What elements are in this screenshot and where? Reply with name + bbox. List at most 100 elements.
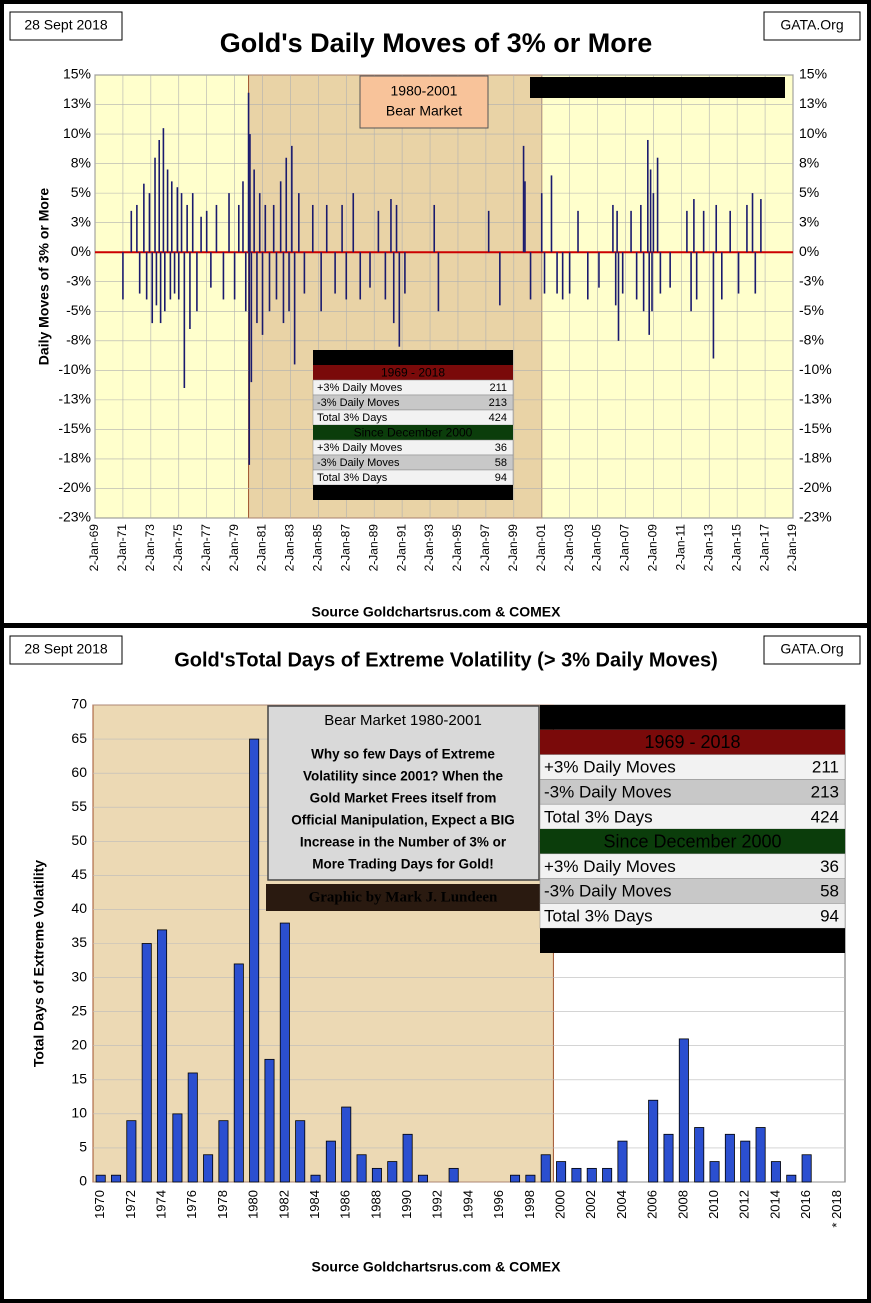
annotation: 1980-2001 (391, 83, 458, 99)
table-band (540, 928, 845, 953)
bar (663, 1133, 674, 1183)
bar (525, 1174, 536, 1183)
y-tick-label: 5% (71, 184, 91, 200)
x-tick-label: 2-Jan-75 (171, 524, 185, 572)
x-tick-label: 2002 (583, 1190, 598, 1219)
x-tick-label: 1972 (123, 1190, 138, 1219)
table-label: Total 3% Days (317, 472, 388, 484)
table-heading: 1969 - 2018 (381, 365, 445, 379)
y-tick-label: 30 (71, 968, 87, 984)
x-tick-label: 1974 (153, 1190, 168, 1219)
bar (770, 1161, 781, 1183)
table-label: -3% Daily Moves (317, 397, 400, 409)
x-tick-label: 2-Jan-81 (255, 524, 269, 572)
source: Source Goldchartsrus.com & COMEX (312, 604, 562, 620)
x-tick-label: 1984 (307, 1190, 322, 1219)
date-label: 28 Sept 2018 (24, 641, 108, 657)
y2-tick-label: -13% (799, 391, 832, 407)
site-label: GATA.Org (780, 17, 843, 33)
source: Source Goldchartsrus.com & COMEX (312, 1259, 562, 1275)
bar (417, 1174, 428, 1183)
y-tick-label: 55 (71, 798, 87, 814)
y-tick-label: 0 (79, 1173, 87, 1189)
table-row (539, 853, 846, 879)
table-label: Total 3% Days (317, 412, 388, 424)
site-box (763, 11, 861, 41)
bar (264, 1058, 275, 1183)
table-heading: Gold's Days of Extreme Volatility (563, 707, 823, 727)
credit-box (266, 884, 540, 911)
x-tick-label: 2-Jan-91 (394, 524, 408, 572)
x-tick-label: 2-Jan-71 (115, 524, 129, 572)
table-value: 94 (820, 907, 839, 926)
y-tick-label: -8% (66, 332, 91, 348)
x-tick-label: 2006 (645, 1190, 660, 1219)
bar (371, 1167, 382, 1183)
table-value: 213 (811, 783, 839, 802)
y2-tick-label: -20% (799, 479, 832, 495)
x-tick-label: 1982 (276, 1190, 291, 1219)
y2-tick-label: 5% (799, 184, 819, 200)
bar (402, 1133, 413, 1183)
y-tick-label: 5 (79, 1139, 87, 1155)
y-tick-label: 25 (71, 1002, 87, 1018)
bar (126, 1120, 137, 1183)
bar (678, 1038, 689, 1183)
bar (556, 1161, 567, 1183)
bar (95, 1174, 106, 1183)
annotation-title: Bear Market 1980-2001 (324, 712, 482, 729)
table-label: +3% Daily Moves (544, 857, 676, 876)
y2-tick-label: -3% (799, 272, 824, 288)
y-tick-label: 0% (71, 243, 91, 259)
y-tick-label: -3% (66, 272, 91, 288)
y2-tick-label: 15% (799, 66, 827, 82)
x-tick-label: 2-Jan-87 (338, 524, 352, 572)
x-tick-label: 2-Jan-07 (618, 524, 632, 572)
annotation: Why so few Days of Extreme (311, 747, 495, 762)
bar (233, 963, 244, 1183)
bar (141, 943, 152, 1183)
x-tick-label: 1994 (460, 1190, 475, 1219)
y-tick-label: 45 (71, 866, 87, 882)
table-value: 213 (489, 397, 507, 409)
y-tick-label: 50 (71, 832, 87, 848)
credit: Graphic by Mark J. Lundeen (575, 79, 739, 94)
table-band (313, 425, 513, 440)
bar (249, 738, 260, 1183)
bar (157, 929, 168, 1183)
x-tick-label: 2004 (614, 1190, 629, 1219)
bar (586, 1167, 597, 1183)
table-heading: 1969 - 2018 (644, 732, 740, 752)
y2-tick-label: 3% (799, 213, 819, 229)
table-value: 211 (489, 382, 507, 394)
site-box (763, 635, 861, 665)
x-tick-label: 2-Jan-93 (422, 524, 436, 572)
table-value: 36 (495, 442, 507, 454)
bar (295, 1120, 306, 1183)
table-label: -3% Daily Moves (544, 882, 672, 901)
chart-title: Gold's Daily Moves of 3% or More (220, 28, 653, 58)
x-tick-label: 2010 (706, 1190, 721, 1219)
table-heading: Since December 2000 (354, 425, 473, 439)
y-tick-label: 13% (63, 95, 91, 111)
y2-tick-label: 10% (799, 125, 827, 141)
site-label: GATA.Org (780, 641, 843, 657)
table-heading: Since December 2000 (603, 831, 781, 851)
y-tick-label: 3% (71, 213, 91, 229)
table-heading: Gold's Days of Extreme Volatility (326, 350, 499, 364)
y-tick-label: 20 (71, 1036, 87, 1052)
table-value: 211 (812, 758, 839, 777)
bar (694, 1127, 705, 1183)
bar (648, 1099, 659, 1183)
y-tick-label: -5% (66, 302, 91, 318)
x-tick-label: 2-Jan-15 (729, 524, 743, 572)
credit-box (530, 77, 785, 98)
y-tick-label: -10% (58, 361, 91, 377)
bar (325, 1140, 336, 1183)
y-tick-label: 8% (71, 154, 91, 170)
x-tick-label: 2-Jan-83 (283, 524, 297, 572)
bar (172, 1113, 183, 1183)
bar (571, 1167, 582, 1183)
x-tick-label: 1988 (368, 1190, 383, 1219)
table-value: 424 (811, 807, 839, 826)
